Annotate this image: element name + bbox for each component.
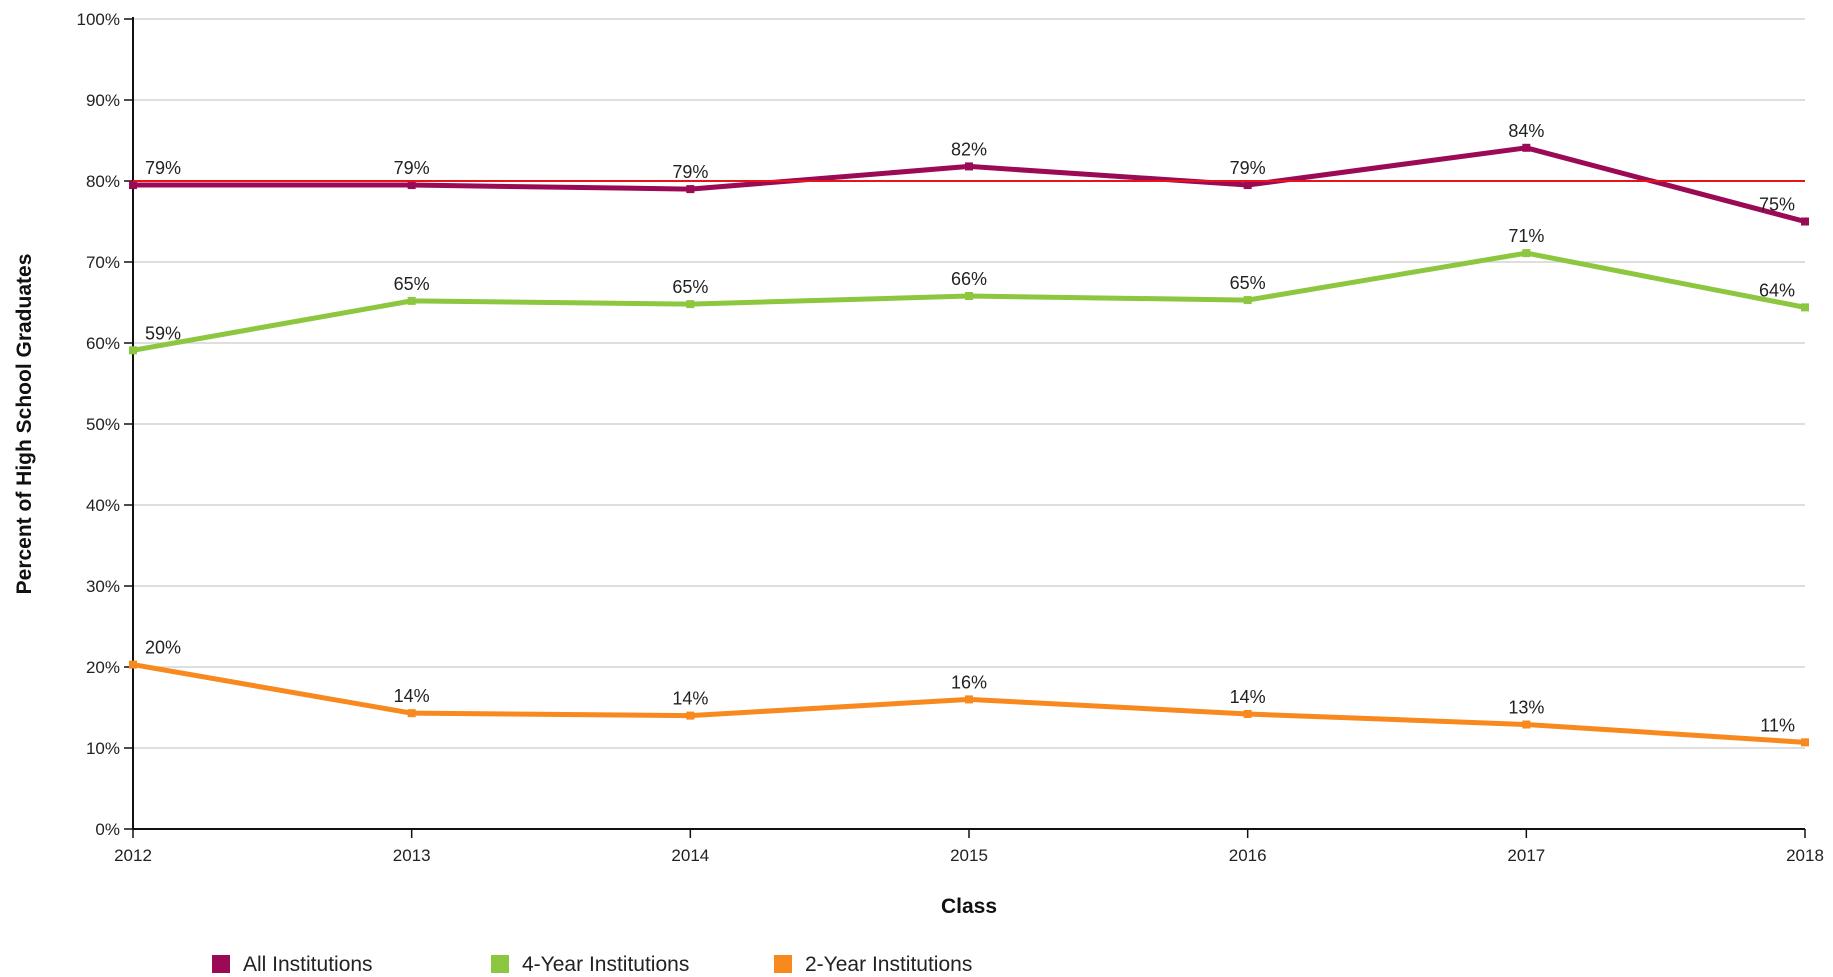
y-tick-label: 40%	[86, 496, 120, 515]
data-labels: 79% 79% 79% 82% 79% 84% 75% 59% 65% 65% 66% 65% 71% 6…	[145, 121, 1795, 736]
data-label: 59%	[145, 323, 181, 343]
y-tick-label: 60%	[86, 334, 120, 353]
data-point	[1801, 738, 1809, 747]
data-point	[1522, 720, 1531, 729]
x-tick-label: 2017	[1507, 846, 1545, 865]
data-label: 65%	[672, 277, 708, 297]
data-point	[1243, 709, 1252, 718]
data-point	[1801, 303, 1809, 312]
data-point	[129, 660, 137, 669]
x-tick-label: 2018	[1786, 846, 1824, 865]
data-point	[686, 300, 695, 309]
data-label: 14%	[672, 689, 708, 709]
y-tick-label: 20%	[86, 658, 120, 677]
data-point	[1243, 296, 1252, 305]
gridlines	[133, 18, 1805, 749]
data-label: 65%	[394, 274, 430, 294]
x-tick-label: 2014	[671, 846, 709, 865]
data-label: 79%	[145, 158, 181, 178]
axes: 0% 10% 20% 30% 40% 50% 60% 70% 80% 90% 100% 2012 201…	[77, 10, 1824, 865]
data-label: 84%	[1508, 121, 1544, 141]
x-tick-label: 2016	[1229, 846, 1267, 865]
data-label: 20%	[145, 638, 181, 658]
y-tick-label: 50%	[86, 415, 120, 434]
y-tick-label: 10%	[86, 739, 120, 758]
data-label: 66%	[951, 269, 987, 289]
data-point	[129, 346, 137, 355]
data-point	[407, 296, 416, 305]
data-point	[1801, 217, 1809, 226]
data-label: 11%	[1760, 715, 1795, 735]
x-tick-label: 2015	[950, 846, 988, 865]
data-label: 75%	[1759, 195, 1795, 215]
y-tick-label: 100%	[77, 10, 120, 29]
data-point	[686, 185, 695, 194]
data-label: 79%	[672, 162, 708, 182]
y-axis-title: Percent of High School Graduates	[13, 254, 36, 595]
data-point	[407, 181, 416, 190]
y-tick-label: 30%	[86, 577, 120, 596]
y-tick-label: 80%	[86, 172, 120, 191]
legend-label: 4-Year Institutions	[522, 953, 689, 976]
data-point	[965, 695, 973, 704]
legend-swatch	[491, 955, 509, 973]
legend: All Institutions 4-Year Institutions 2-Yea…	[212, 953, 972, 976]
legend-label: All Institutions	[243, 953, 373, 976]
data-point	[965, 162, 973, 171]
data-point	[965, 292, 973, 301]
legend-swatch	[212, 955, 230, 973]
data-label: 65%	[1230, 273, 1266, 293]
y-tick-label: 90%	[86, 91, 120, 110]
data-label: 79%	[1230, 158, 1266, 178]
y-tick-label: 0%	[95, 820, 120, 839]
data-label: 13%	[1508, 698, 1544, 718]
data-label: 16%	[951, 672, 987, 692]
data-label: 64%	[1759, 280, 1795, 300]
legend-swatch	[774, 955, 792, 973]
x-axis-title: Class	[941, 895, 997, 918]
data-label: 14%	[394, 686, 430, 706]
data-point	[1522, 143, 1531, 152]
legend-label: 2-Year Institutions	[805, 953, 972, 976]
data-label: 82%	[951, 139, 987, 159]
data-point	[129, 181, 137, 190]
data-point	[1243, 181, 1252, 190]
series-line	[132, 250, 1806, 353]
data-point	[1522, 249, 1531, 258]
y-tick-label: 70%	[86, 253, 120, 272]
x-tick-label: 2012	[114, 846, 152, 865]
data-label: 14%	[1230, 687, 1266, 707]
data-point	[407, 709, 416, 718]
series-layer	[129, 143, 1809, 747]
data-label: 79%	[394, 158, 430, 178]
x-tick-label: 2013	[393, 846, 431, 865]
data-label: 71%	[1508, 226, 1544, 246]
data-point	[686, 711, 695, 720]
